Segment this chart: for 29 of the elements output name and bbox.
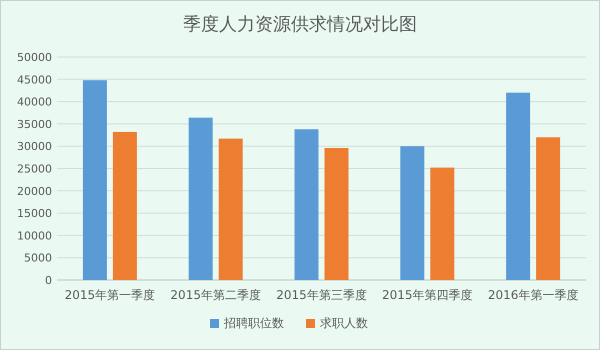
y-tick-label: 5000	[24, 252, 52, 265]
x-tick-label: 2015年第二季度	[170, 288, 261, 302]
y-tick-label: 15000	[17, 207, 52, 220]
bar	[324, 148, 348, 280]
y-tick-label: 50000	[17, 51, 52, 64]
legend-label: 招聘职位数	[223, 316, 284, 330]
x-tick-label: 2015年第四季度	[382, 288, 473, 302]
y-tick-label: 35000	[17, 118, 52, 131]
y-tick-label: 45000	[17, 73, 52, 86]
y-tick-label: 40000	[17, 96, 52, 109]
bar	[536, 137, 560, 280]
bar	[188, 118, 213, 280]
y-tick-label: 25000	[17, 162, 52, 176]
bar	[82, 80, 107, 280]
bar	[294, 129, 318, 280]
x-tick-label: 2015年第三季度	[276, 288, 367, 302]
y-tick-label: 10000	[17, 229, 52, 242]
bar	[430, 168, 454, 280]
bar	[112, 132, 137, 280]
bar	[400, 146, 424, 280]
y-tick-label: 20000	[17, 184, 52, 198]
y-tick-label: 0	[45, 274, 52, 287]
x-tick-label: 2016年第一季度	[488, 288, 578, 302]
y-tick-label: 30000	[17, 140, 52, 154]
bar	[218, 138, 243, 280]
legend-label: 求职人数	[320, 316, 368, 330]
title: 季度人力资源供求情况对比图	[183, 14, 417, 35]
bar	[506, 92, 530, 280]
x-tick-label: 2015年第一季度	[64, 288, 156, 302]
